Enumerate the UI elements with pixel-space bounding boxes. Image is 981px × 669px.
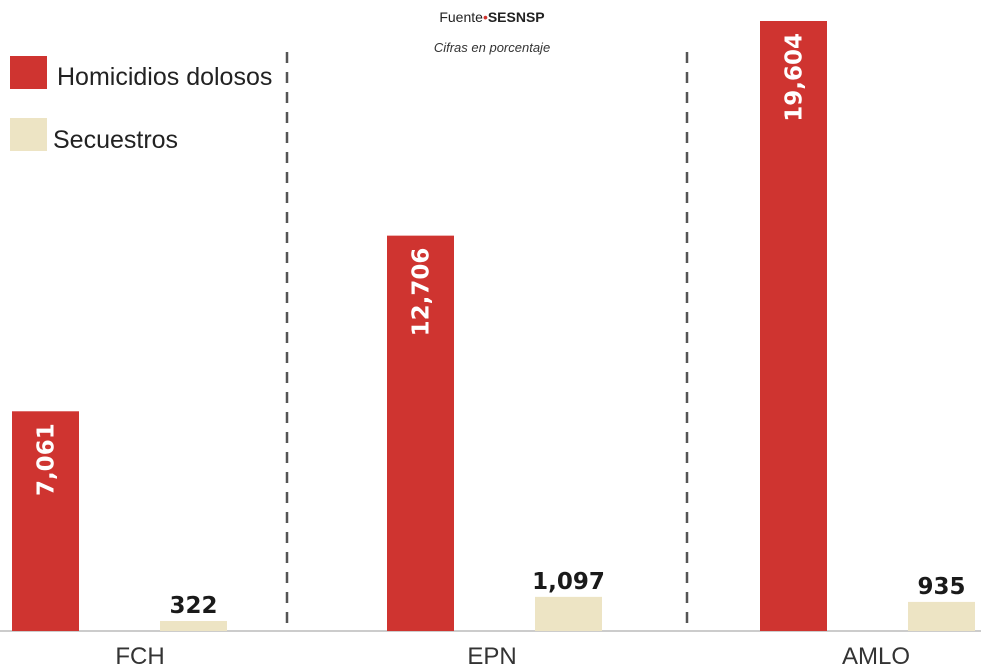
bar-secuestros-fch — [160, 620, 227, 631]
bar-label-secuestros-fch: 322 — [169, 593, 217, 619]
bar-label-secuestros-amlo: 935 — [917, 574, 965, 600]
bar-homicidios-amlo — [760, 21, 827, 631]
bar-label-homicidios-epn: 12,706 — [409, 248, 435, 337]
source-credit: Fuente•SESNSP — [439, 9, 544, 25]
bar-label-homicidios-amlo: 19,604 — [782, 33, 808, 122]
bar-homicidios-epn — [387, 235, 454, 631]
source-dot: • — [483, 9, 488, 25]
source-prefix: Fuente — [439, 9, 483, 25]
category-label-epn: EPN — [467, 643, 516, 669]
legend-label-secuestros: Secuestros — [53, 126, 178, 154]
bar-secuestros-epn — [535, 596, 602, 631]
legend-swatch-secuestros — [10, 118, 47, 151]
subtitle: Cifras en porcentaje — [434, 40, 550, 55]
bar-label-homicidios-fch: 7,061 — [34, 423, 60, 496]
legend-label-homicidios: Homicidios dolosos — [57, 63, 272, 91]
category-label-fch: FCH — [115, 643, 164, 669]
legend-swatch-homicidios — [10, 56, 47, 89]
bar-label-secuestros-epn: 1,097 — [532, 569, 605, 595]
category-label-amlo: AMLO — [842, 643, 910, 669]
bar-secuestros-amlo — [908, 601, 975, 631]
source-name: SESNSP — [488, 9, 545, 25]
bar-homicidios-fch — [12, 411, 79, 631]
